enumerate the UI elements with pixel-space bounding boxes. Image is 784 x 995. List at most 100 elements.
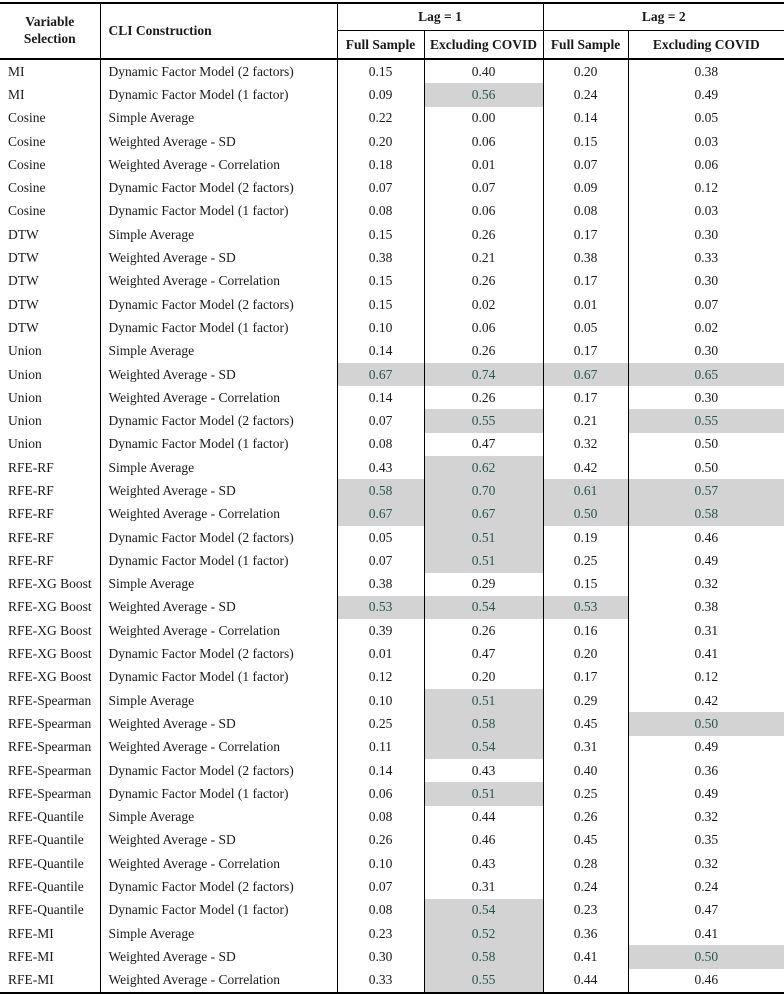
header-lag2-excluding-covid: Excluding COVID: [627, 30, 784, 60]
lag2-full-sample-cell: 0.40: [542, 758, 629, 783]
cli-construction-cell: Dynamic Factor Model (1 factor): [99, 665, 337, 690]
variable-selection-cell: RFE-Spearman: [8, 739, 92, 755]
table-row: Cosine Weighted Average - Correlation 0.18…: [0, 153, 784, 177]
variable-selection-cell: RFE-Spearman: [8, 715, 92, 731]
lag1-excluding-covid-cell: 0.47: [423, 432, 544, 457]
variable-selection-cell: Cosine: [8, 180, 46, 196]
lag2-full-sample-cell: 0.24: [542, 83, 629, 107]
variable-selection-cell: RFE-RF: [8, 552, 54, 568]
lag1-excluding-covid-cell: 0.54: [423, 595, 544, 620]
header-lag2-full-sample: Full Sample: [542, 30, 629, 60]
lag2-excluding-covid-cell: 0.30: [627, 339, 784, 363]
header-variable-selection: Variable Selection: [0, 3, 100, 60]
lag2-full-sample-cell: 0.17: [542, 223, 629, 247]
lag1-full-sample-cell: 0.30: [336, 945, 424, 969]
lag1-excluding-covid-cell: 0.54: [423, 735, 544, 759]
variable-selection-cell: DTW: [8, 319, 39, 335]
lag1-excluding-covid-cell: 0.43: [423, 852, 544, 876]
lag1-excluding-covid-cell: 0.06: [423, 316, 544, 340]
table-row: RFE-Quantile Dynamic Factor Model (1 fact…: [0, 898, 784, 922]
lag2-full-sample-cell: 0.29: [542, 689, 629, 713]
variable-selection-cell: RFE-RF: [8, 529, 54, 545]
lag2-excluding-covid-cell: 0.49: [627, 735, 784, 759]
lag2-full-sample-cell: 0.09: [542, 176, 629, 200]
variable-selection-cell: Union: [8, 366, 42, 382]
lag1-excluding-covid-cell: 0.26: [423, 386, 544, 410]
variable-selection-cell: Union: [8, 389, 42, 405]
cli-construction-cell: Simple Average: [99, 106, 337, 130]
lag2-excluding-covid-cell: 0.06: [627, 153, 784, 177]
lag1-full-sample-cell: 0.11: [336, 735, 424, 759]
table-row: MI Dynamic Factor Model (2 factors) 0.15 0.…: [0, 59, 784, 84]
lag2-full-sample-cell: 0.23: [542, 898, 629, 922]
lag2-excluding-covid-cell: 0.50: [627, 432, 784, 457]
table-row: RFE-RF Weighted Average - SD 0.58 0.70 0.61 0…: [0, 479, 784, 503]
cli-construction-cell: Dynamic Factor Model (2 factors): [99, 59, 337, 84]
variable-selection-cell: Cosine: [8, 110, 46, 126]
lag1-excluding-covid-cell: 0.54: [423, 898, 544, 922]
lag1-excluding-covid-cell: 0.62: [423, 456, 544, 480]
lag2-full-sample-cell: 0.20: [542, 59, 629, 84]
lag1-excluding-covid-cell: 0.43: [423, 758, 544, 783]
lag1-full-sample-cell: 0.01: [336, 642, 424, 666]
lag2-full-sample-cell: 0.42: [542, 456, 629, 480]
variable-selection-cell: RFE-XG Boost: [8, 576, 92, 592]
table-row: RFE-XG Boost Simple Average 0.38 0.29 0.15 0.…: [0, 572, 784, 596]
lag2-excluding-covid-cell: 0.03: [627, 129, 784, 154]
variable-selection-cell: RFE-Quantile: [8, 879, 84, 895]
lag1-full-sample-cell: 0.26: [336, 828, 424, 853]
lag1-excluding-covid-cell: 0.26: [423, 619, 544, 643]
lag2-excluding-covid-cell: 0.50: [627, 712, 784, 736]
lag2-full-sample-cell: 0.26: [542, 805, 629, 829]
variable-selection-cell: DTW: [8, 226, 39, 242]
lag2-full-sample-cell: 0.25: [542, 782, 629, 806]
lag1-full-sample-cell: 0.23: [336, 921, 424, 946]
lag1-full-sample-cell: 0.15: [336, 223, 424, 247]
lag1-full-sample-cell: 0.38: [336, 572, 424, 596]
cli-construction-cell: Simple Average: [99, 223, 337, 247]
variable-selection-cell: Cosine: [8, 156, 46, 172]
variable-selection-cell: RFE-RF: [8, 459, 54, 475]
lag2-full-sample-cell: 0.05: [542, 316, 629, 340]
header-lag1-excluding-covid: Excluding COVID: [423, 30, 544, 60]
lag2-excluding-covid-cell: 0.30: [627, 269, 784, 293]
lag1-full-sample-cell: 0.10: [336, 689, 424, 713]
lag2-excluding-covid-cell: 0.30: [627, 223, 784, 247]
cli-construction-cell: Dynamic Factor Model (1 factor): [99, 898, 337, 922]
table-row: MI Dynamic Factor Model (1 factor) 0.09 0.5…: [0, 83, 784, 107]
lag2-full-sample-cell: 0.20: [542, 642, 629, 666]
table-row: Cosine Simple Average 0.22 0.00 0.14 0.05: [0, 106, 784, 130]
lag2-full-sample-cell: 0.25: [542, 549, 629, 573]
variable-selection-cell: RFE-Quantile: [8, 902, 84, 918]
lag1-full-sample-cell: 0.20: [336, 129, 424, 154]
cli-construction-cell: Dynamic Factor Model (1 factor): [99, 432, 337, 457]
lag1-full-sample-cell: 0.25: [336, 712, 424, 736]
table-row: DTW Weighted Average - Correlation 0.15 0.2…: [0, 269, 784, 293]
cli-construction-cell: Weighted Average - SD: [99, 362, 337, 387]
lag1-full-sample-cell: 0.33: [336, 968, 424, 993]
lag1-excluding-covid-cell: 0.51: [423, 782, 544, 806]
table-row: Union Weighted Average - Correlation 0.14 0…: [0, 386, 784, 410]
cli-construction-cell: Weighted Average - Correlation: [99, 269, 337, 293]
lag2-excluding-covid-cell: 0.49: [627, 83, 784, 107]
lag2-excluding-covid-cell: 0.46: [627, 525, 784, 550]
cli-construction-cell: Weighted Average - SD: [99, 945, 337, 969]
lag1-full-sample-cell: 0.22: [336, 106, 424, 130]
lag2-excluding-covid-cell: 0.55: [627, 409, 784, 433]
lag2-full-sample-cell: 0.21: [542, 409, 629, 433]
cli-construction-cell: Weighted Average - SD: [99, 828, 337, 853]
variable-selection-cell: RFE-Quantile: [8, 832, 84, 848]
lag2-excluding-covid-cell: 0.35: [627, 828, 784, 853]
lag1-full-sample-cell: 0.14: [336, 339, 424, 363]
lag2-full-sample-cell: 0.15: [542, 572, 629, 596]
cli-construction-cell: Weighted Average - Correlation: [99, 153, 337, 177]
table-row: Cosine Dynamic Factor Model (2 factors) 0.…: [0, 176, 784, 200]
lag1-full-sample-cell: 0.58: [336, 479, 424, 503]
lag2-full-sample-cell: 0.14: [542, 106, 629, 130]
lag2-full-sample-cell: 0.08: [542, 199, 629, 224]
lag1-full-sample-cell: 0.07: [336, 875, 424, 899]
variable-selection-cell: Union: [8, 436, 42, 452]
variable-selection-cell: RFE-XG Boost: [8, 599, 92, 615]
lag1-full-sample-cell: 0.14: [336, 386, 424, 410]
